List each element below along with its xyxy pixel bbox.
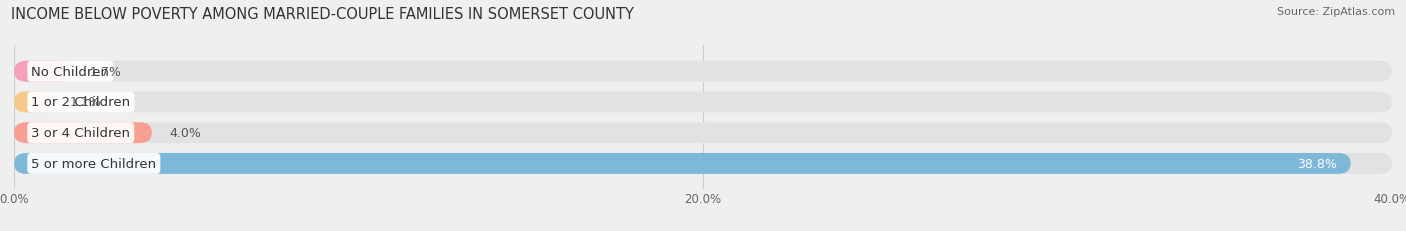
- FancyBboxPatch shape: [14, 153, 1392, 174]
- FancyBboxPatch shape: [14, 61, 73, 82]
- Text: 5 or more Children: 5 or more Children: [31, 157, 156, 170]
- Text: Source: ZipAtlas.com: Source: ZipAtlas.com: [1277, 7, 1395, 17]
- Text: 3 or 4 Children: 3 or 4 Children: [31, 127, 131, 140]
- FancyBboxPatch shape: [14, 153, 1351, 174]
- FancyBboxPatch shape: [14, 123, 1392, 143]
- Text: 4.0%: 4.0%: [169, 127, 201, 140]
- Text: INCOME BELOW POVERTY AMONG MARRIED-COUPLE FAMILIES IN SOMERSET COUNTY: INCOME BELOW POVERTY AMONG MARRIED-COUPL…: [11, 7, 634, 22]
- FancyBboxPatch shape: [14, 61, 1392, 82]
- Text: No Children: No Children: [31, 65, 110, 78]
- Text: 1.7%: 1.7%: [90, 65, 122, 78]
- FancyBboxPatch shape: [14, 92, 52, 113]
- Text: 38.8%: 38.8%: [1296, 157, 1337, 170]
- FancyBboxPatch shape: [14, 123, 152, 143]
- FancyBboxPatch shape: [14, 92, 1392, 113]
- Text: 1 or 2 Children: 1 or 2 Children: [31, 96, 131, 109]
- Text: 1.1%: 1.1%: [69, 96, 101, 109]
